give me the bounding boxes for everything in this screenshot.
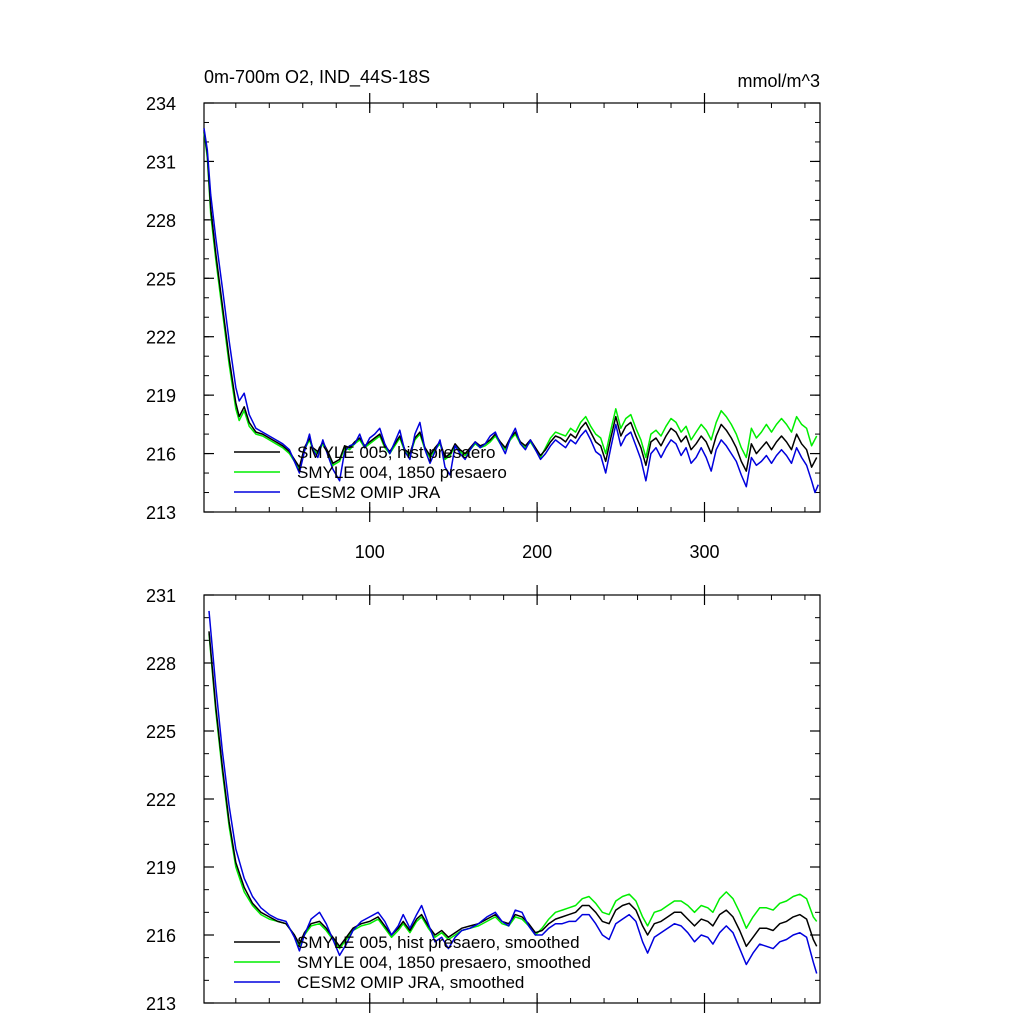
y-tick-label: 219: [146, 386, 176, 406]
legend-label: CESM2 OMIP JRA: [297, 483, 441, 502]
x-tick-label: 300: [689, 542, 719, 562]
y-tick-label: 222: [146, 328, 176, 348]
y-tick-label: 213: [146, 503, 176, 523]
y-tick-label: 225: [146, 269, 176, 289]
y-tick-label: 231: [146, 152, 176, 172]
y-tick-label: 219: [146, 858, 176, 878]
lower-panel: 213 216 219 222 225 228 231 SMYLE 005, hist pre…: [146, 585, 821, 1014]
legend-label: SMYLE 005, hist presaero: [297, 443, 495, 462]
y-tick-label: 228: [146, 654, 176, 674]
series-line-2: [208, 610, 818, 974]
units-label: mmol/m^3: [738, 71, 820, 91]
y-tick-label: 228: [146, 211, 176, 231]
legend-label: SMYLE 005, hist presaero, smoothed: [297, 933, 580, 952]
legend-label: CESM2 OMIP JRA, smoothed: [297, 973, 524, 992]
plot-frame: [203, 102, 821, 513]
series-line-2: [203, 128, 819, 494]
series-line-1: [208, 633, 818, 950]
y-tick-label: 222: [146, 790, 176, 810]
legend-label: SMYLE 004, 1850 presaero: [297, 463, 507, 482]
y-tick-label: 234: [146, 94, 176, 114]
y-tick-label: 231: [146, 586, 176, 606]
y-tick-label: 216: [146, 926, 176, 946]
panel-title: 0m-700m O2, IND_44S-18S: [204, 67, 430, 88]
x-tick-label: 200: [522, 542, 552, 562]
y-tick-label: 225: [146, 722, 176, 742]
upper-panel: 213 216 219 222 225 228 231 234 100 200 300 SMYLE 0…: [146, 93, 821, 562]
y-tick-label: 216: [146, 445, 176, 465]
x-tick-label: 100: [355, 542, 385, 562]
y-tick-label: 213: [146, 994, 176, 1014]
legend-label: SMYLE 004, 1850 presaero, smoothed: [297, 953, 591, 972]
